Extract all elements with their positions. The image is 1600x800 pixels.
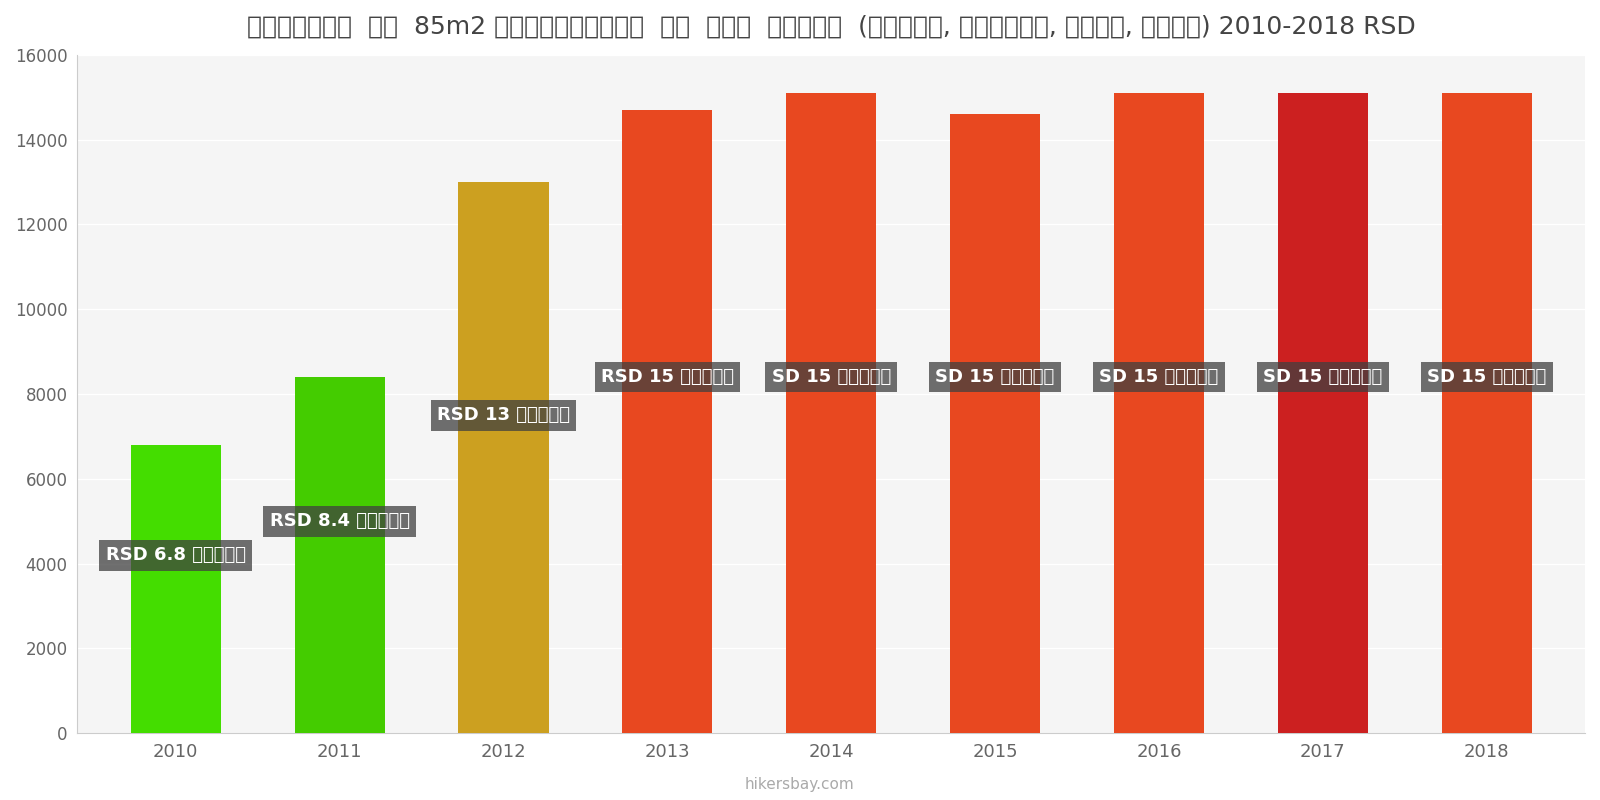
Bar xyxy=(294,377,384,734)
Bar xyxy=(622,110,712,734)
Text: RSD 15 हज़ार: RSD 15 हज़ार xyxy=(602,368,734,386)
Text: SD 15 हज़ार: SD 15 हज़ार xyxy=(1427,368,1546,386)
Bar xyxy=(459,182,549,734)
Bar xyxy=(1114,93,1205,734)
Text: SD 15 हज़ार: SD 15 हज़ार xyxy=(1099,368,1219,386)
Text: RSD 6.8 हज़ार: RSD 6.8 हज़ार xyxy=(106,546,246,564)
Title: सर्बिया  एक  85m2 अपार्टमेंट  के  लिए  शुल्क  (बिजली, हीटिंग, पानी, कचरा) 2010-2: सर्बिया एक 85m2 अपार्टमेंट के लिए शुल्क … xyxy=(246,15,1416,39)
Bar xyxy=(786,93,877,734)
Text: RSD 13 हज़ार: RSD 13 हज़ार xyxy=(437,406,570,424)
Text: SD 15 हज़ार: SD 15 हज़ार xyxy=(936,368,1054,386)
Bar xyxy=(1442,93,1531,734)
Text: SD 15 हज़ार: SD 15 हज़ार xyxy=(1262,368,1382,386)
Bar xyxy=(950,114,1040,734)
Bar xyxy=(131,445,221,734)
Text: hikersbay.com: hikersbay.com xyxy=(746,777,854,792)
Text: RSD 8.4 हज़ार: RSD 8.4 हज़ार xyxy=(270,512,410,530)
Bar xyxy=(1278,93,1368,734)
Text: SD 15 हज़ार: SD 15 हज़ार xyxy=(771,368,891,386)
